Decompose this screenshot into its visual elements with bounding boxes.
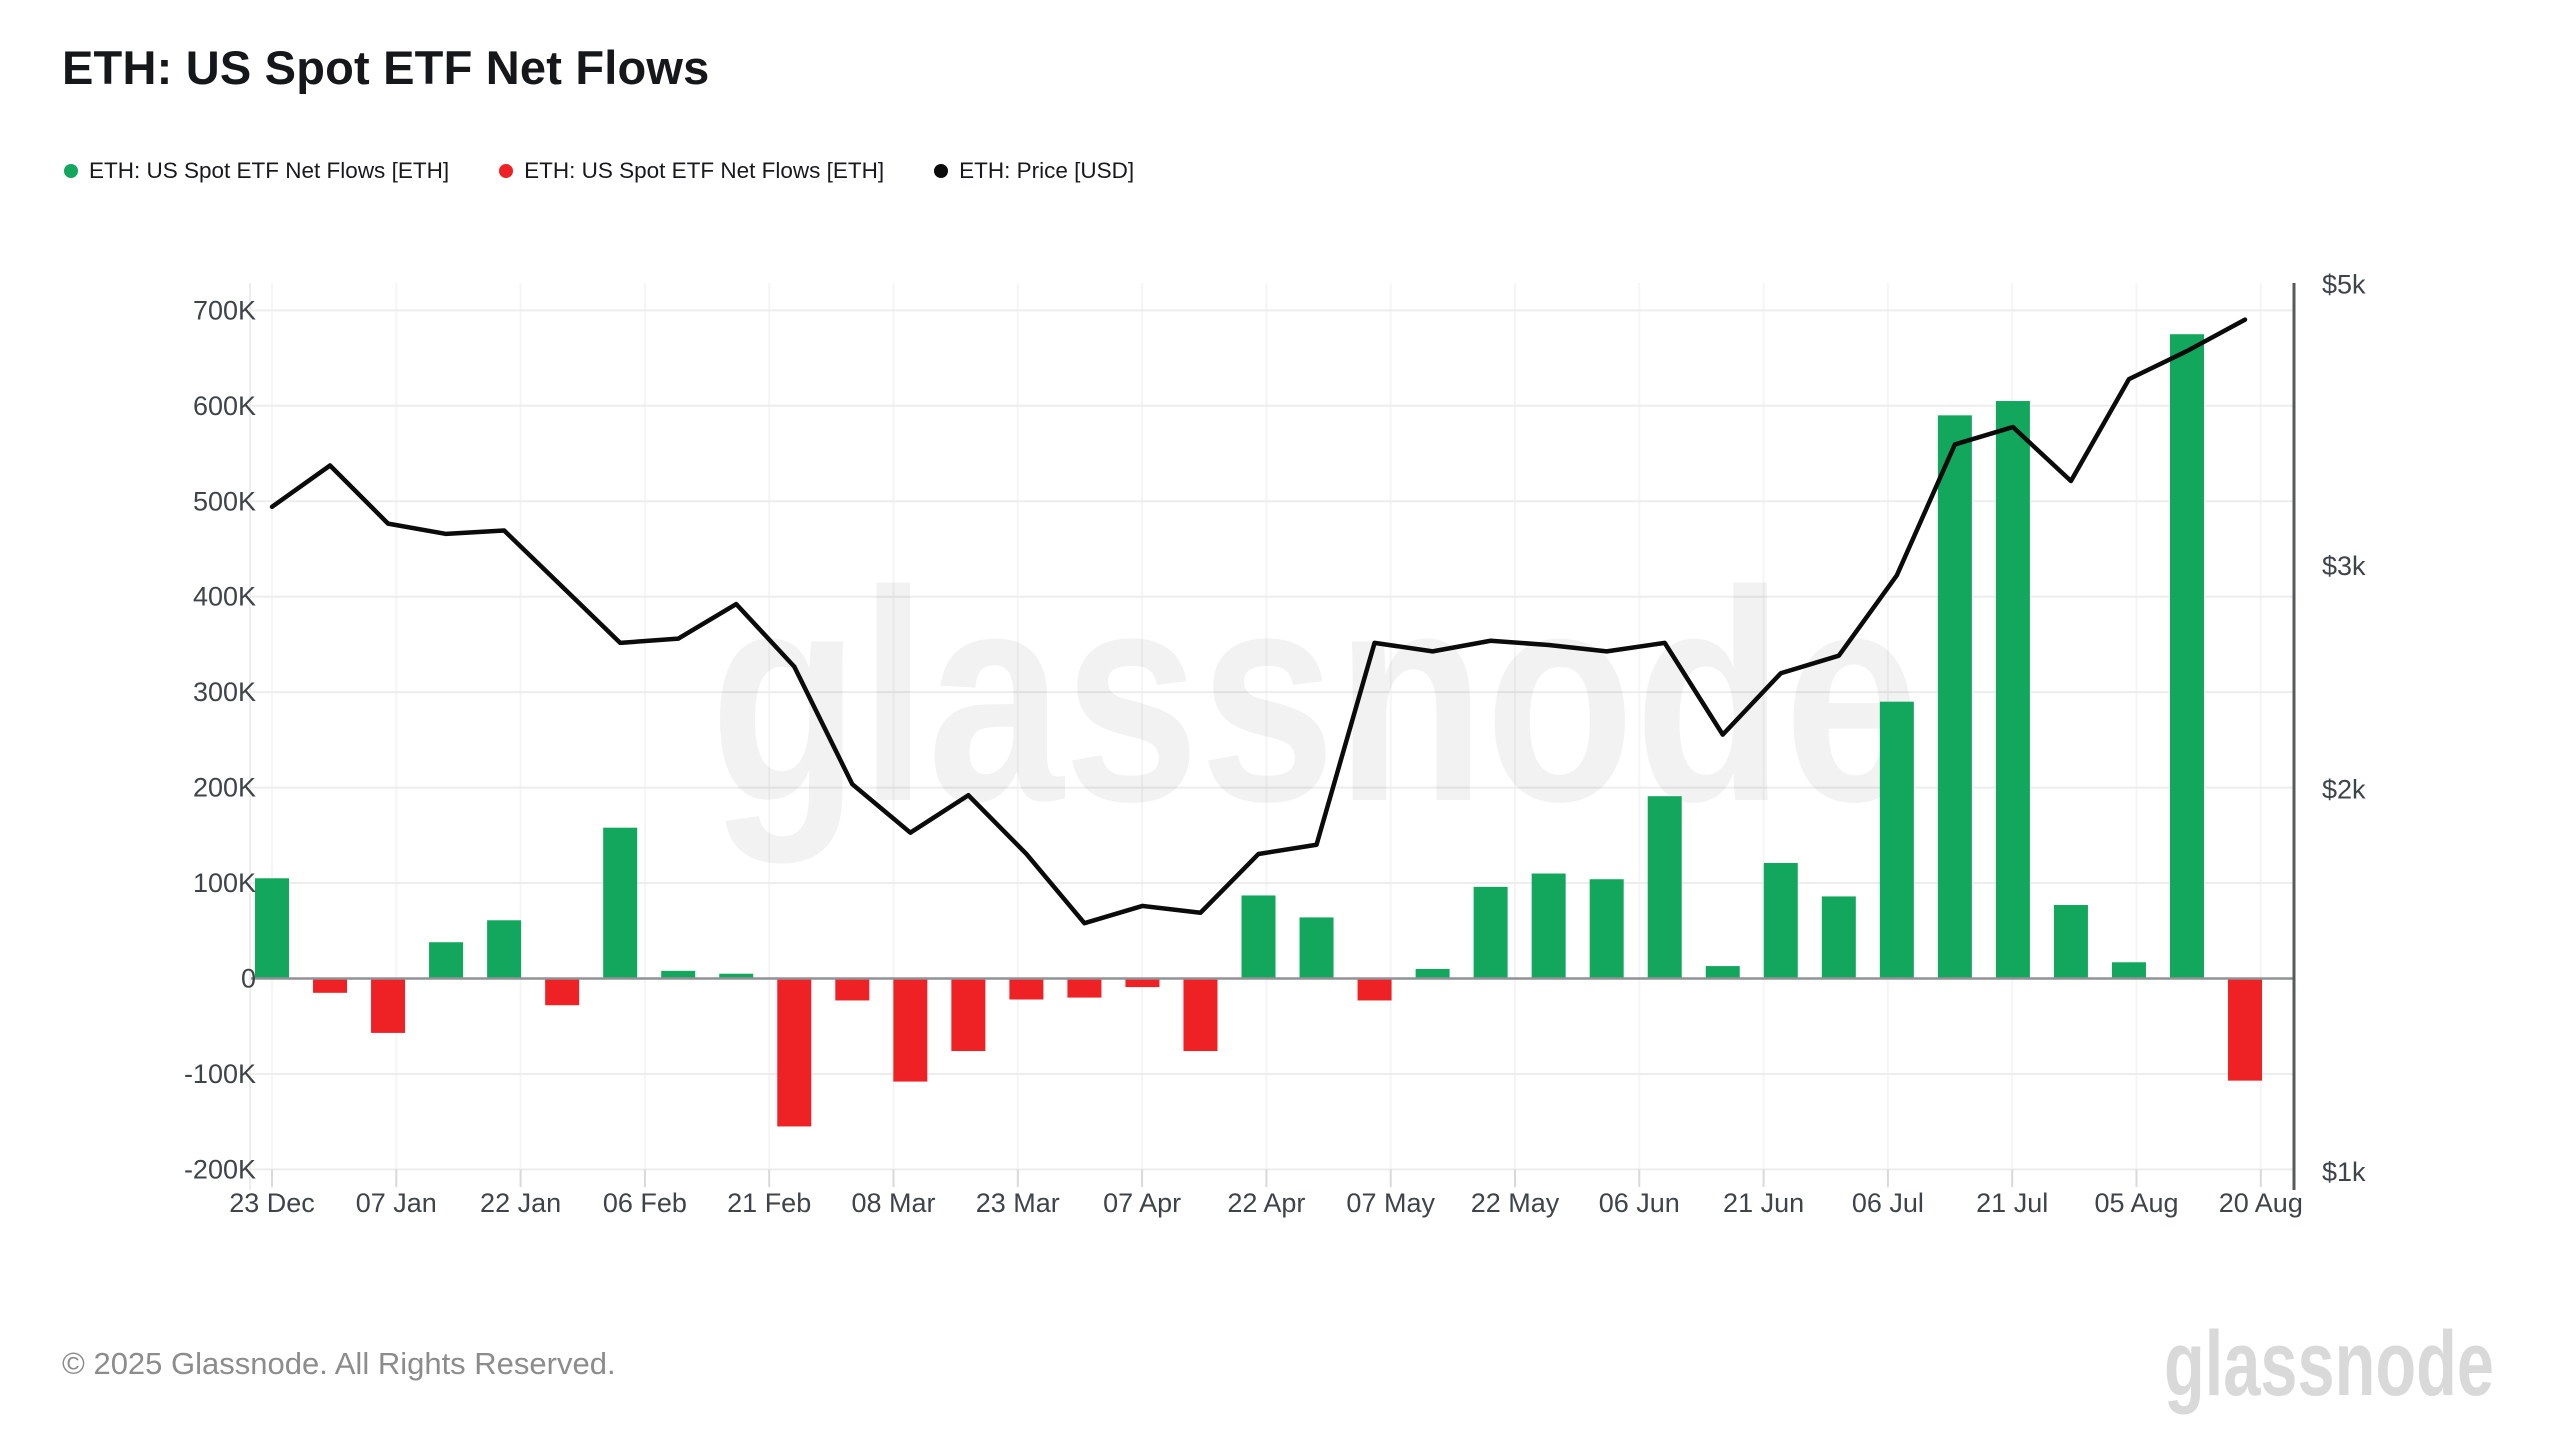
netflow-bar-positive[interactable] bbox=[429, 942, 464, 979]
left-axis-tick-label: 300K bbox=[193, 677, 256, 707]
netflow-bar-positive[interactable] bbox=[1763, 863, 1798, 979]
netflow-bar-negative[interactable] bbox=[777, 978, 812, 1127]
x-axis-label: 22 Apr bbox=[1227, 1188, 1305, 1218]
netflow-bar-negative[interactable] bbox=[2228, 978, 2263, 1081]
netflow-bar-negative[interactable] bbox=[1183, 978, 1218, 1052]
x-axis-label: 05 Aug bbox=[2094, 1188, 2178, 1218]
x-axis-label: 06 Feb bbox=[603, 1188, 687, 1218]
netflow-bar-negative[interactable] bbox=[1067, 978, 1102, 998]
left-axis-tick-label: 200K bbox=[193, 773, 256, 803]
price-line bbox=[269, 317, 2248, 926]
watermark-text: glassnode bbox=[710, 528, 1920, 866]
netflow-bar-positive[interactable] bbox=[1821, 896, 1856, 979]
left-axis-tick-label: 400K bbox=[193, 582, 256, 612]
copyright-text: © 2025 Glassnode. All Rights Reserved. bbox=[62, 1346, 616, 1381]
x-axis-label: 07 Apr bbox=[1103, 1188, 1181, 1218]
netflow-bar-negative[interactable] bbox=[835, 978, 870, 1001]
netflow-bar-positive[interactable] bbox=[1647, 796, 1682, 979]
netflow-bar-positive[interactable] bbox=[487, 920, 522, 979]
left-axis-tick-label: -200K bbox=[184, 1154, 256, 1184]
glassnode-logo: glassnode bbox=[2164, 1313, 2494, 1415]
netflow-bar-positive[interactable] bbox=[1415, 968, 1450, 979]
left-axis-tick-label: 100K bbox=[193, 868, 256, 898]
netflow-bar-negative[interactable] bbox=[1125, 978, 1160, 988]
netflow-bar-positive[interactable] bbox=[1299, 917, 1334, 979]
netflow-bar-positive[interactable] bbox=[603, 827, 638, 979]
netflow-bar-positive[interactable] bbox=[1473, 886, 1508, 979]
netflow-bar-negative[interactable] bbox=[893, 978, 928, 1082]
x-axis-label: 21 Jul bbox=[1976, 1188, 2048, 1218]
green-dot-icon bbox=[64, 164, 78, 178]
left-axis-tick-label: 0 bbox=[241, 964, 256, 994]
left-axis-tick-label: 600K bbox=[193, 391, 256, 421]
netflow-bar-positive[interactable] bbox=[2169, 334, 2204, 979]
netflow-bar-positive[interactable] bbox=[1995, 401, 2030, 979]
x-axis-label: 23 Mar bbox=[976, 1188, 1060, 1218]
x-axis-label: 21 Feb bbox=[727, 1188, 811, 1218]
x-axis-label: 07 May bbox=[1346, 1188, 1435, 1218]
netflow-bar-positive[interactable] bbox=[719, 973, 754, 979]
left-axis-tick-label: 500K bbox=[193, 486, 256, 516]
netflow-bar-positive[interactable] bbox=[661, 970, 696, 979]
right-axis-tick-label: $3k bbox=[2322, 551, 2366, 581]
x-axis-label: 21 Jun bbox=[1723, 1188, 1804, 1218]
netflow-bar-positive[interactable] bbox=[1531, 873, 1566, 979]
netflow-bar-negative[interactable] bbox=[371, 978, 406, 1033]
right-axis-tick-label: $1k bbox=[2322, 1157, 2366, 1187]
left-axis-tick-label: 700K bbox=[193, 295, 256, 325]
netflow-bar-positive[interactable] bbox=[1705, 966, 1740, 979]
x-axis-label: 06 Jun bbox=[1599, 1188, 1680, 1218]
netflow-bar-negative[interactable] bbox=[1357, 978, 1392, 1001]
netflow-bar-negative[interactable] bbox=[313, 978, 348, 993]
netflow-bar-positive[interactable] bbox=[1241, 895, 1276, 979]
page-title: ETH: US Spot ETF Net Flows bbox=[62, 41, 710, 94]
legend-item-label: ETH: Price [USD] bbox=[959, 158, 1135, 183]
x-axis-label: 22 May bbox=[1471, 1188, 1560, 1218]
netflow-bar-positive[interactable] bbox=[1937, 415, 1972, 979]
netflow-bar-positive[interactable] bbox=[1589, 879, 1624, 979]
netflow-bar-positive[interactable] bbox=[255, 878, 289, 979]
left-axis-tick-label: -100K bbox=[184, 1059, 256, 1089]
netflow-bar-positive[interactable] bbox=[2053, 905, 2088, 979]
legend-item-label: ETH: US Spot ETF Net Flows [ETH] bbox=[524, 158, 885, 183]
right-axis-tick-label: $2k bbox=[2322, 775, 2366, 805]
red-dot-icon bbox=[499, 164, 514, 178]
x-axis-label: 22 Jan bbox=[480, 1188, 561, 1218]
x-axis-label: 08 Mar bbox=[851, 1188, 935, 1218]
legend-item-netflow-negative[interactable]: ETH: US Spot ETF Net Flows [ETH] bbox=[499, 158, 884, 184]
legend-item-price[interactable]: ETH: Price [USD] bbox=[934, 158, 1134, 184]
netflow-bar-negative[interactable] bbox=[951, 978, 986, 1052]
x-axis-label: 23 Dec bbox=[229, 1188, 315, 1218]
chart-legend: ETH: US Spot ETF Net Flows [ETH] ETH: US… bbox=[64, 158, 1134, 184]
black-dot-icon bbox=[934, 164, 949, 178]
x-axis-label: 20 Aug bbox=[2219, 1188, 2303, 1218]
legend-item-netflow-positive[interactable]: ETH: US Spot ETF Net Flows [ETH] bbox=[64, 158, 449, 184]
x-axis-label: 07 Jan bbox=[356, 1188, 437, 1218]
netflow-bar-positive[interactable] bbox=[1879, 701, 1914, 979]
legend-item-label: ETH: US Spot ETF Net Flows [ETH] bbox=[89, 158, 450, 183]
netflow-bar-positive[interactable] bbox=[2111, 962, 2146, 979]
netflow-bar-negative[interactable] bbox=[545, 978, 580, 1006]
x-axis-label: 06 Jul bbox=[1852, 1188, 1924, 1218]
right-axis-tick-label: $5k bbox=[2322, 269, 2366, 299]
netflow-bar-negative[interactable] bbox=[1009, 978, 1044, 1000]
